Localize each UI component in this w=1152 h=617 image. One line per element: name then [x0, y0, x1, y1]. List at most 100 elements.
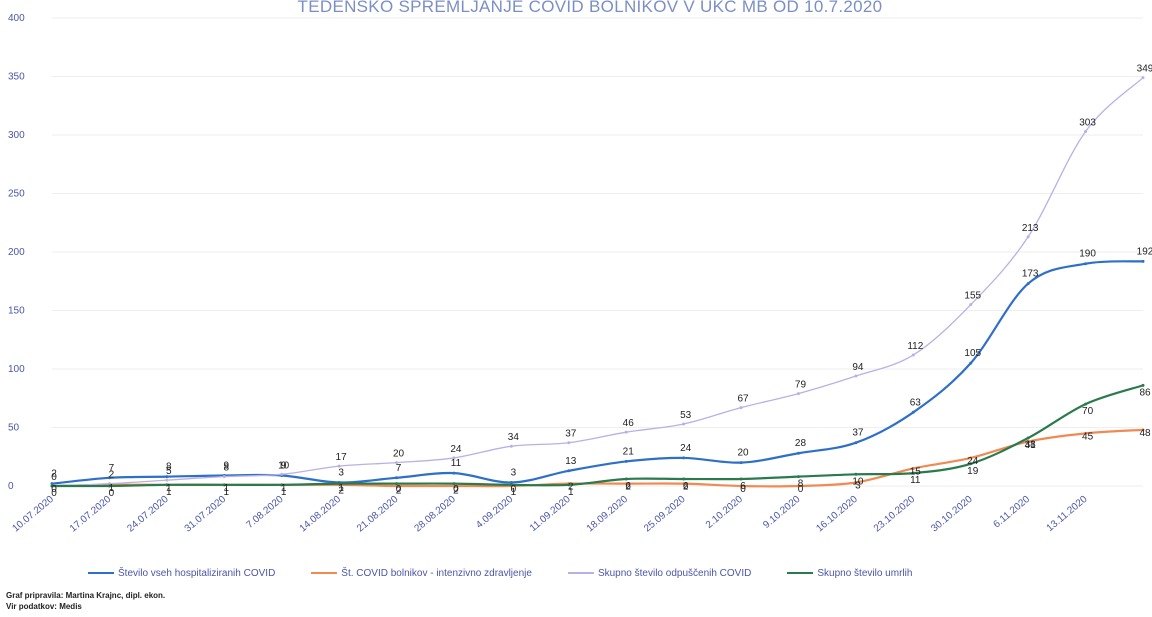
x-tick-label-9: 11.09.2020 — [528, 494, 573, 534]
series-0-point-10 — [625, 460, 628, 463]
series-2-point-8 — [510, 445, 513, 448]
series-3-data-label-14: 10 — [852, 476, 864, 487]
series-3-data-label-17: 41 — [1025, 440, 1037, 451]
chart-title: TEDENSKO SPREMLJANJE COVID BOLNIKOV V UK… — [298, 0, 883, 16]
series-0-data-label-17: 173 — [1022, 269, 1039, 280]
x-tick-label-7: 28.08.2020 — [412, 494, 458, 535]
x-tick-label-18: 13.11.2020 — [1045, 494, 1090, 534]
x-tick-label-2: 24.07.2020 — [125, 494, 171, 535]
series-2-data-label-6: 20 — [393, 449, 405, 460]
y-tick-label-0: 0 — [8, 481, 14, 492]
series-0-data-label-18: 190 — [1079, 249, 1096, 260]
x-tick-label-3: 31.07.2020 — [183, 494, 229, 535]
series-3-data-label-8: 1 — [511, 487, 517, 498]
footer-source: Vir podatkov: Medis — [6, 601, 165, 612]
series-0-point-6 — [395, 476, 398, 479]
y-axis: 0 50 100 150 200 250 300 350 400 — [8, 13, 25, 492]
series-0-point-17 — [1027, 282, 1030, 285]
x-tick-label-12: 2.10.2020 — [704, 494, 745, 531]
series-0-point-13 — [797, 452, 800, 455]
series-2-point-12 — [740, 406, 743, 409]
series-2-point-17 — [1027, 235, 1030, 238]
series-0-data-label-5: 3 — [338, 467, 344, 478]
series-2-data-label-13: 79 — [795, 380, 807, 391]
legend-swatch-intensive — [311, 572, 337, 574]
series-0-point-12 — [740, 461, 743, 464]
series-3-data-label-6: 2 — [396, 486, 402, 497]
series-3-data-label-18: 70 — [1082, 406, 1094, 417]
legend-item-discharged: Skupno število odpuščenih COVID — [568, 563, 751, 583]
x-tick-label-5: 14.08.2020 — [298, 494, 344, 535]
series-0-data-label-7: 11 — [451, 458, 462, 469]
series-0-data-label-15: 63 — [910, 397, 922, 408]
series-2-data-label-8: 34 — [508, 432, 520, 443]
legend-item-intensive: Št. COVID bolnikov - intenzivno zdravlje… — [311, 563, 532, 583]
x-tick-label-1: 17.07.2020 — [68, 494, 114, 535]
series-2-point-18 — [1084, 130, 1087, 133]
series-2-data-label-3: 8 — [223, 463, 229, 474]
series-2-point-2 — [165, 479, 168, 482]
series-2-data-label-16: 155 — [964, 291, 981, 302]
series-2-point-13 — [797, 392, 800, 395]
legend-item-hospitalized: Število vseh hospitaliziranih COVID — [88, 563, 275, 583]
series-3-data-label-3: 1 — [223, 487, 229, 498]
series-0-data-label-13: 28 — [795, 438, 807, 449]
series-2-point-9 — [567, 441, 570, 444]
series-2-data-label-19: 349 — [1137, 64, 1152, 75]
y-tick-label-5: 250 — [8, 189, 25, 200]
series-2-point-11 — [682, 422, 685, 425]
x-tick-label-15: 23.10.2020 — [872, 494, 918, 535]
series-0-data-label-9: 13 — [565, 456, 577, 467]
series-3-data-label-13: 8 — [798, 479, 804, 490]
x-tick-label-13: 9.10.2020 — [761, 494, 802, 531]
x-tick-label-4: 7.08.2020 — [244, 494, 285, 531]
series-0-point-7 — [452, 472, 455, 475]
series-3-data-label-10: 6 — [625, 481, 631, 492]
series-3-data-label-7: 2 — [453, 486, 459, 497]
series-2-point-10 — [625, 431, 628, 434]
series-2-data-label-0: 0 — [51, 472, 57, 483]
series-1-data-label-19: 48 — [1139, 428, 1151, 439]
y-tick-label-2: 100 — [8, 364, 25, 375]
series-2-data-label-9: 37 — [565, 429, 577, 440]
series-0-data-label-12: 20 — [737, 448, 749, 459]
series-3-data-label-15: 11 — [910, 475, 921, 486]
series-0-point-18 — [1084, 262, 1087, 265]
series-3-data-label-2: 1 — [166, 487, 172, 498]
x-tick-label-6: 21.08.2020 — [355, 494, 401, 535]
series-0-data-label-19: 192 — [1137, 246, 1152, 257]
series-3-data-label-9: 1 — [568, 487, 574, 498]
series-2-data-label-4: 10 — [278, 460, 290, 471]
y-tick-label-1: 50 — [8, 423, 20, 434]
x-tick-label-14: 16.10.2020 — [814, 494, 860, 535]
series-0-data-label-16: 105 — [964, 348, 981, 359]
legend-label-discharged: Skupno število odpuščenih COVID — [598, 568, 751, 579]
legend-swatch-discharged — [568, 572, 594, 574]
series-0-data-label-11: 24 — [680, 443, 692, 454]
series-2-point-14 — [854, 375, 857, 378]
series-2-point-16 — [969, 303, 972, 306]
series-2-point-19 — [1142, 76, 1145, 79]
legend-label-deceased: Skupno število umrlih — [817, 568, 912, 579]
x-tick-label-10: 18.09.2020 — [585, 494, 631, 535]
series-2-data-label-5: 17 — [336, 452, 348, 463]
series-3-data-label-1: 0 — [109, 488, 115, 499]
y-tick-label-4: 200 — [8, 247, 25, 258]
series-2-point-3 — [223, 475, 226, 478]
x-tick-label-17: 6.11.2020 — [992, 494, 1033, 531]
series-line-3 — [52, 385, 1143, 486]
footer-author: Graf pripravila: Martina Krajnc, dipl. e… — [6, 590, 165, 601]
series-2-data-label-14: 94 — [852, 362, 864, 373]
series-2-data-label-15: 112 — [907, 341, 923, 352]
series-group — [51, 76, 1145, 487]
grid — [52, 18, 1143, 486]
series-0-point-9 — [567, 469, 570, 472]
series-line-2 — [52, 78, 1143, 486]
series-0-point-15 — [912, 411, 915, 414]
series-2-data-label-1: 2 — [109, 470, 115, 481]
series-0-data-label-8: 3 — [511, 467, 517, 478]
legend-label-hospitalized: Število vseh hospitaliziranih COVID — [118, 568, 275, 579]
series-3-data-label-12: 6 — [740, 481, 746, 492]
